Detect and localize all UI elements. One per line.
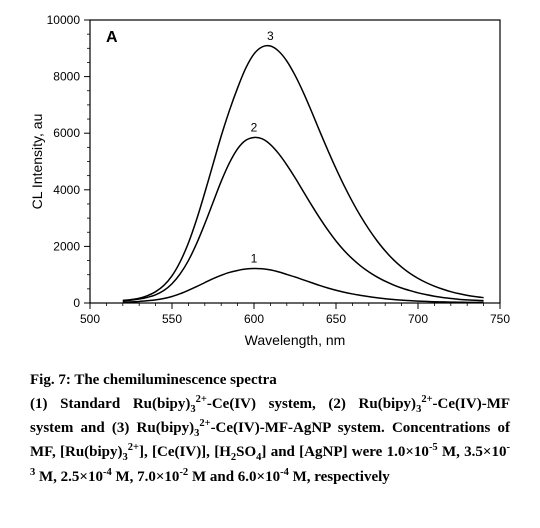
cap-em5: -5 bbox=[429, 442, 438, 453]
cap-sup2p-4: 2+ bbox=[128, 442, 139, 453]
svg-text:500: 500 bbox=[80, 312, 100, 326]
cap-l3d: ] bbox=[261, 444, 266, 460]
svg-text:1: 1 bbox=[251, 251, 258, 265]
cap-l4a: and [AgNP] were 1.0×10 bbox=[271, 444, 429, 460]
cap-sub3-3: 3 bbox=[194, 428, 199, 439]
caption-title: Fig. 7: The chemiluminescence spectra bbox=[30, 372, 510, 389]
chart-svg: 500 550 600 650 700 750 0 2000 4000 6000 8000 10000… bbox=[20, 8, 520, 358]
cap-em2: -2 bbox=[179, 467, 188, 478]
fig-label: Fig. 7: bbox=[30, 372, 71, 388]
svg-text:Wavelength, nm: Wavelength, nm bbox=[245, 332, 346, 348]
svg-text:650: 650 bbox=[326, 312, 346, 326]
svg-text:600: 600 bbox=[244, 312, 264, 326]
cap-em4-2: -4 bbox=[280, 467, 289, 478]
svg-text:550: 550 bbox=[162, 312, 182, 326]
svg-text:6000: 6000 bbox=[53, 126, 80, 140]
svg-text:2: 2 bbox=[251, 120, 258, 134]
svg-text:2000: 2000 bbox=[53, 239, 80, 253]
svg-text:8000: 8000 bbox=[53, 70, 80, 84]
cap-sub3-1: 3 bbox=[190, 404, 195, 415]
caption-body: (1) Standard Ru(bipy)32+-Ce(IV) system, … bbox=[30, 393, 510, 487]
cap-em4-1: -4 bbox=[103, 467, 112, 478]
figure-caption: Fig. 7: The chemiluminescence spectra (1… bbox=[10, 366, 530, 487]
svg-text:4000: 4000 bbox=[53, 183, 80, 197]
cap-l4b: M, 3.5×10 bbox=[438, 444, 507, 460]
svg-text:0: 0 bbox=[73, 296, 80, 310]
svg-text:CL Intensity, au: CL Intensity, au bbox=[29, 114, 45, 210]
cap-l5a: and 6.0×10 bbox=[210, 469, 280, 485]
cap-l4c: M, 2.5×10 bbox=[35, 469, 103, 485]
cap-l2b: -Ce(IV)-MF-AgNP bbox=[211, 420, 331, 436]
cap-sub3-4: 3 bbox=[123, 452, 128, 463]
cap-sup2p-1: 2+ bbox=[196, 394, 207, 405]
svg-text:A: A bbox=[106, 29, 118, 46]
cap-l1a: (1) Standard Ru(bipy) bbox=[30, 396, 190, 412]
cap-l3c: SO bbox=[236, 444, 256, 460]
cap-l5b: M, respectively bbox=[289, 469, 390, 485]
cap-sub3-2: 3 bbox=[416, 404, 421, 415]
svg-text:3: 3 bbox=[267, 29, 274, 43]
caption-title-text: The chemiluminescence spectra bbox=[74, 372, 276, 388]
cap-l3b: ], [Ce(IV)], [H bbox=[139, 444, 231, 460]
cap-sup2p-3: 2+ bbox=[199, 418, 210, 429]
cap-sup2p-2: 2+ bbox=[421, 394, 432, 405]
svg-text:700: 700 bbox=[408, 312, 428, 326]
cap-l4d: M, 7.0×10 bbox=[112, 469, 180, 485]
svg-text:750: 750 bbox=[490, 312, 510, 326]
svg-text:10000: 10000 bbox=[47, 13, 81, 27]
cap-l1b: -Ce(IV) system, (2) Ru(bipy) bbox=[207, 396, 416, 412]
figure-container: 500 550 600 650 700 750 0 2000 4000 6000 8000 10000… bbox=[0, 0, 540, 495]
cap-l4e: M bbox=[188, 469, 206, 485]
cl-spectra-chart: 500 550 600 650 700 750 0 2000 4000 6000 8000 10000… bbox=[20, 8, 520, 358]
